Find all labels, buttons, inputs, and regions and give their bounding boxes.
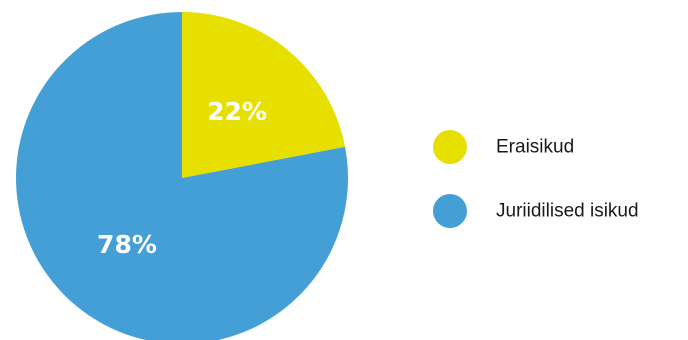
- legend-swatch-eraisikud: [433, 130, 467, 164]
- legend-label-juriidilised-isikud: Juriidilised isikud: [496, 201, 639, 222]
- pie-labels: 22% 78%: [97, 97, 267, 259]
- legend: Eraisikud Juriidilised isikud: [433, 130, 639, 228]
- pie-label-juriidilised-isikud: 78%: [97, 230, 157, 259]
- pie-slices: [16, 12, 348, 340]
- legend-label-eraisikud: Eraisikud: [496, 137, 574, 158]
- legend-swatch-juriidilised-isikud: [433, 194, 467, 228]
- pie-slice-eraisikud: [182, 12, 346, 178]
- pie-slice-juriidilised-isikud: [16, 12, 348, 340]
- pie-label-eraisikud: 22%: [207, 97, 267, 126]
